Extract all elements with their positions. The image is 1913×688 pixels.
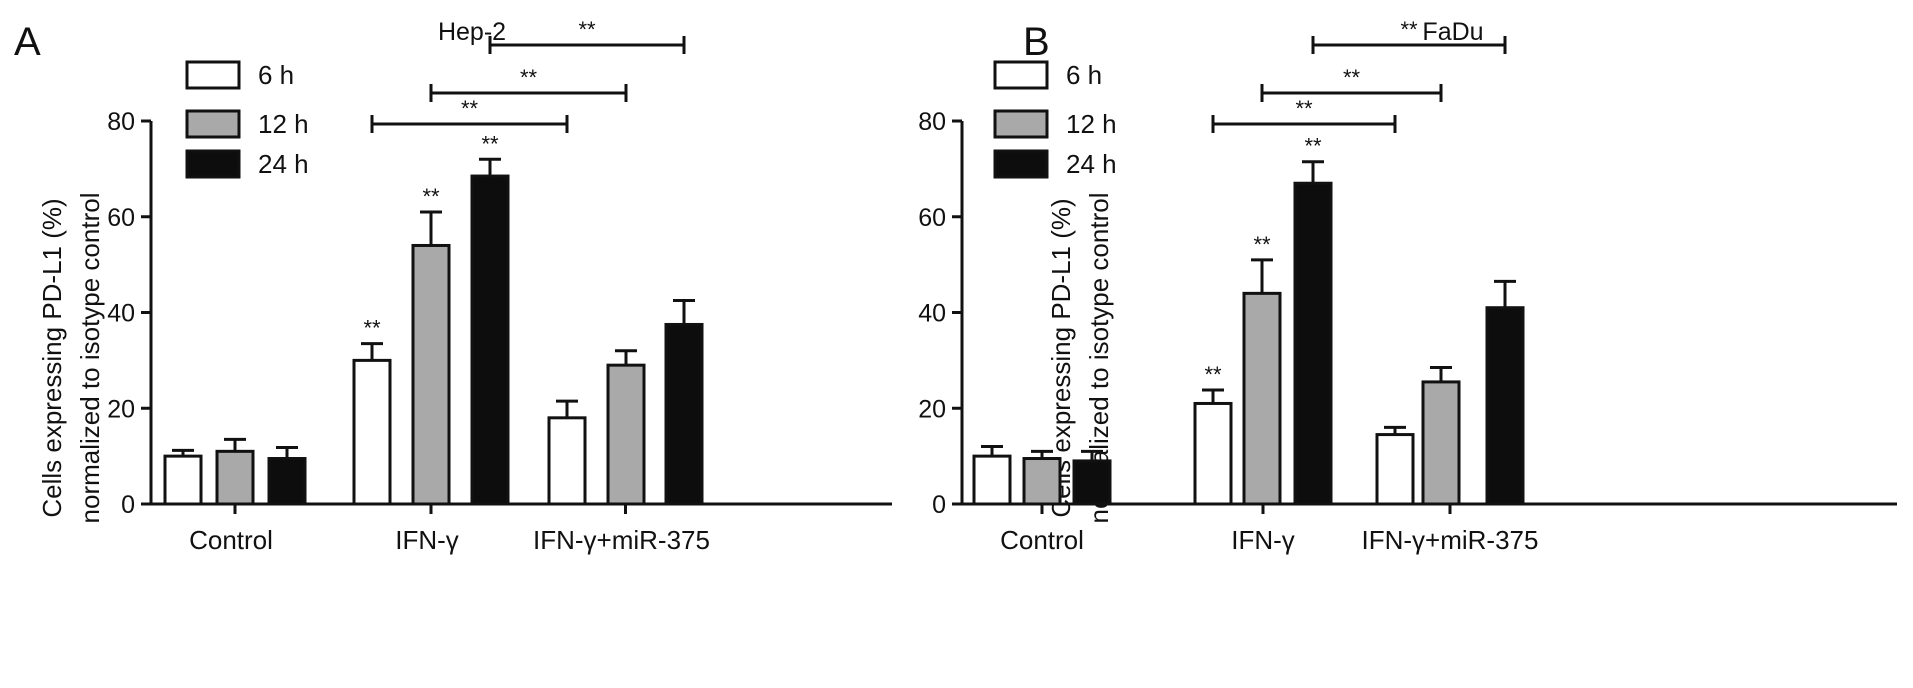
y-tick-label: 0: [932, 491, 946, 519]
bar: [1193, 401, 1233, 506]
x-tick-label: Control: [189, 525, 273, 555]
legend-label: 12 h: [258, 109, 309, 139]
legend-swatch: [185, 109, 241, 139]
y-tick-label: 80: [107, 108, 135, 136]
chart-title: Hep-2: [438, 18, 506, 46]
legend-swatch: [185, 149, 241, 179]
y-tick-label: 20: [918, 395, 946, 423]
x-tick-label: IFN-γ: [395, 525, 459, 555]
comparison-label: **: [1343, 65, 1361, 90]
legend: 6 h 12 h 24 h: [185, 60, 309, 179]
significance-mark: **: [1304, 134, 1322, 159]
bar: [1375, 433, 1415, 506]
legend-label: 6 h: [1066, 60, 1102, 90]
bar: [1293, 181, 1333, 506]
bar: [1242, 291, 1282, 506]
y-tick-label: 80: [918, 108, 946, 136]
bars: [163, 157, 704, 506]
bar: [267, 457, 307, 506]
legend-label: 12 h: [1066, 109, 1117, 139]
legend-swatch: [993, 60, 1049, 90]
bar: [972, 454, 1012, 506]
annotations: ** ** ** ** ** **: [1204, 17, 1507, 387]
y-tick-label: 40: [107, 300, 135, 328]
bar: [411, 243, 451, 506]
x-tick-label: Control: [1000, 525, 1084, 555]
bar: [547, 416, 587, 506]
y-tick-label: 0: [121, 491, 135, 519]
legend-label: 24 h: [1066, 149, 1117, 179]
comparison-label: **: [578, 17, 596, 42]
y-tick-label: 40: [918, 300, 946, 328]
chart-title: FaDu: [1422, 18, 1483, 46]
panel-fadu: FaDu Cells expressing PD-L1 (%) normaliz…: [918, 17, 1897, 555]
legend: 6 h 12 h 24 h: [993, 60, 1117, 179]
panel-letter-a: A: [14, 20, 41, 64]
significance-mark: **: [1204, 362, 1222, 387]
bars: [972, 160, 1525, 506]
bar: [352, 358, 392, 506]
bar: [1022, 457, 1062, 506]
y-tick-label: 60: [918, 204, 946, 232]
annotations: ************: [363, 17, 686, 341]
bar: [606, 363, 646, 506]
bar: [1485, 306, 1525, 506]
significance-mark: **: [363, 316, 381, 341]
bar: [664, 322, 704, 506]
legend-label: 6 h: [258, 60, 294, 90]
bar: [470, 174, 510, 506]
comparison-label: **: [1295, 96, 1313, 121]
bar: [1421, 380, 1461, 506]
y-axis-label-line-2: normalized to isotype control: [75, 193, 105, 524]
comparison-label: **: [461, 96, 479, 121]
y-axis-label-line-1: Cells expressing PD-L1 (%): [37, 198, 67, 517]
x-tick-label: IFN-γ+miR-375: [533, 525, 710, 555]
legend-swatch: [993, 149, 1049, 179]
significance-mark: **: [422, 184, 440, 209]
significance-mark: **: [481, 131, 499, 156]
legend-label: 24 h: [258, 149, 309, 179]
axes: 0 20 40 60 80 Control IFN-γ IFN-γ+miR-375: [107, 108, 892, 555]
legend-swatch: [185, 60, 241, 90]
y-tick-label: 20: [107, 395, 135, 423]
y-tick-label: 60: [107, 204, 135, 232]
comparison-label: **: [1400, 17, 1418, 42]
bar: [215, 449, 255, 506]
bar: [1072, 459, 1112, 506]
comparison-label: **: [520, 65, 538, 90]
significance-mark: **: [1253, 232, 1271, 257]
panel-letter-b: B: [1023, 20, 1050, 64]
legend-swatch: [993, 109, 1049, 139]
panel-hep-2: Hep-2 Cells expressing PD-L1 (%) normali…: [37, 17, 892, 555]
bar: [163, 454, 203, 506]
x-tick-label: IFN-γ+miR-375: [1362, 525, 1539, 555]
x-tick-label: IFN-γ: [1231, 525, 1295, 555]
